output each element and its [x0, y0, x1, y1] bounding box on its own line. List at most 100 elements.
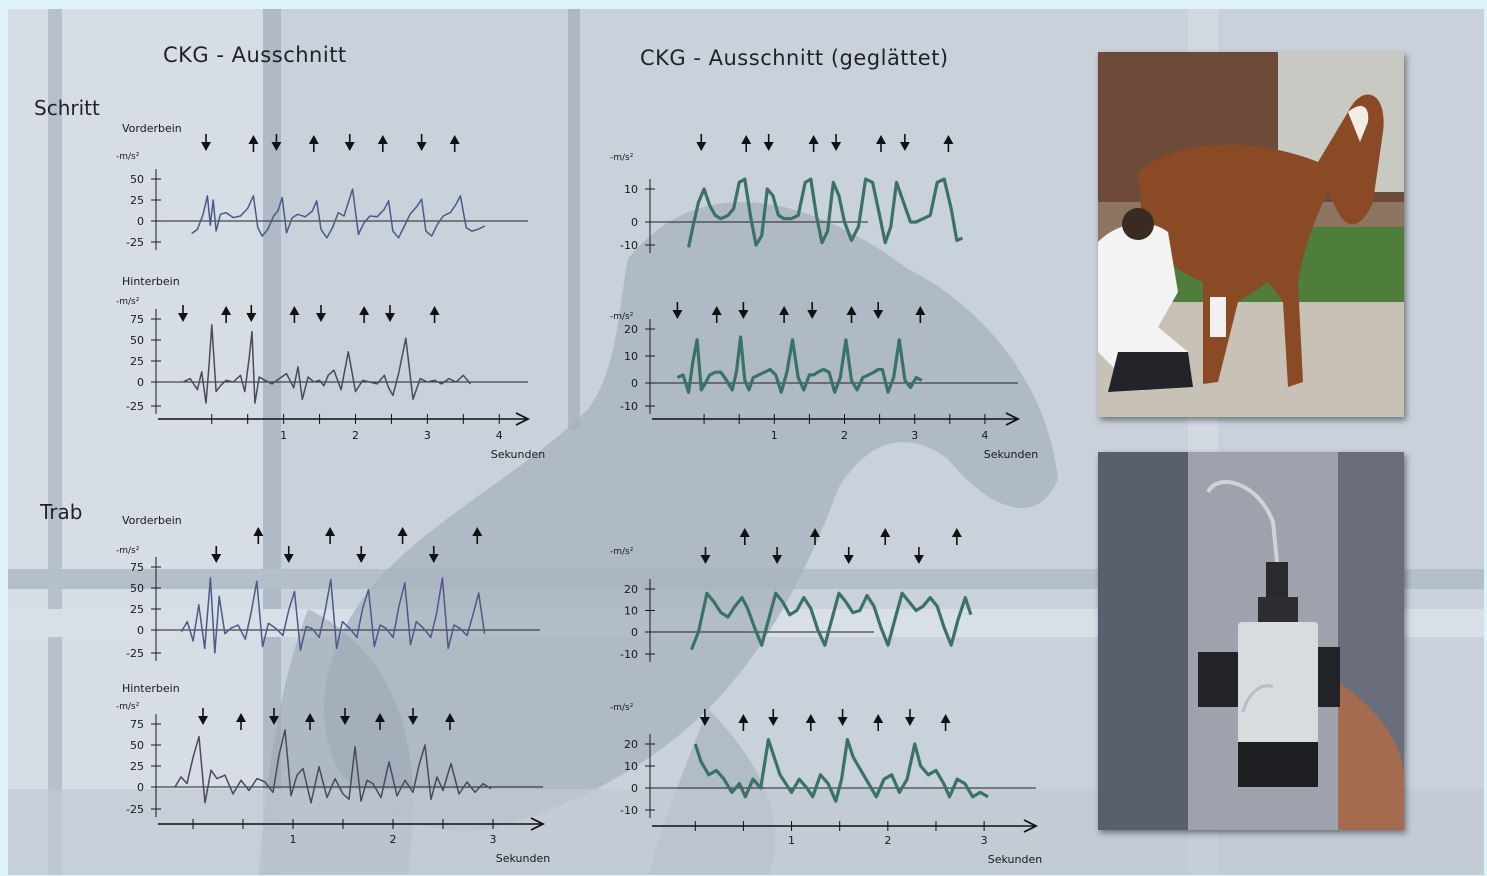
- up-arrow-trab-hinterbein-raw-0-head: [236, 713, 246, 722]
- y-tick-label-schritt-hinterbein-raw-1: 50: [130, 334, 144, 347]
- down-arrow-schritt-hinterbein-raw-2-head: [316, 313, 326, 322]
- up-arrow-trab-hinterbein-raw-1: [305, 713, 315, 730]
- up-arrow-schritt-vorderbein-raw-3: [449, 135, 460, 152]
- down-arrow-trab-hinterbein-raw-2-head: [340, 716, 350, 725]
- up-arrow-schritt-vorderbein-smooth-2-head: [876, 135, 887, 144]
- down-arrow-trab-hinterbein-smooth-3: [904, 709, 915, 726]
- up-arrow-schritt-vorderbein-smooth-0-head: [741, 135, 752, 144]
- up-arrow-schritt-hinterbein-raw-2: [359, 306, 370, 323]
- down-arrow-trab-hinterbein-smooth-0: [699, 709, 710, 726]
- down-arrow-schritt-hinterbein-smooth-3: [873, 302, 884, 319]
- up-arrow-trab-hinterbein-smooth-1-head: [805, 714, 816, 723]
- x-tick-label-trab-hinterbein-raw-1: 2: [390, 833, 397, 846]
- x-tick-label-schritt-hinterbein-smooth-3: 4: [981, 429, 988, 442]
- y-tick-label-trab-vorderbein-smooth-3: -10: [620, 648, 638, 661]
- x-tick-label-schritt-hinterbein-smooth-1: 2: [841, 429, 848, 442]
- y-tick-label-trab-vorderbein-smooth-0: 20: [624, 583, 638, 596]
- signal-line-schritt-vorderbein-smooth: [687, 177, 964, 248]
- series-label-trab-hinterbein-raw: Hinterbein: [122, 682, 180, 695]
- down-arrow-trab-hinterbein-smooth-3-head: [904, 717, 915, 726]
- signal-line-schritt-hinterbein-raw: [182, 324, 472, 404]
- y-tick-label-schritt-hinterbein-smooth-2: 0: [631, 377, 638, 390]
- x-tick-label-schritt-hinterbein-raw-0: 1: [280, 429, 287, 442]
- y-tick-label-trab-hinterbein-smooth-1: 10: [624, 760, 638, 773]
- down-arrow-trab-vorderbein-smooth-1: [772, 547, 783, 564]
- sensor-photo-drawing: [1098, 452, 1404, 830]
- up-arrow-schritt-vorderbein-raw-0: [248, 135, 259, 152]
- down-arrow-schritt-vorderbein-raw-3: [416, 134, 427, 151]
- up-arrow-trab-vorderbein-smooth-3: [951, 528, 962, 545]
- down-arrow-schritt-hinterbein-smooth-1-head: [738, 310, 749, 319]
- up-arrow-schritt-hinterbein-smooth-0-head: [711, 306, 722, 315]
- down-arrow-schritt-hinterbein-smooth-1: [738, 302, 749, 319]
- y-tick-label-schritt-hinterbein-raw-4: -25: [126, 400, 144, 413]
- signal-line-trab-hinterbein-raw: [174, 729, 492, 804]
- down-arrow-trab-vorderbein-smooth-3: [913, 547, 924, 564]
- y-tick-label-schritt-vorderbein-raw-3: -25: [126, 236, 144, 249]
- up-arrow-schritt-hinterbein-smooth-0: [711, 306, 722, 323]
- up-arrow-trab-vorderbein-raw-1: [325, 527, 336, 544]
- down-arrow-trab-vorderbein-raw-3-head: [428, 554, 439, 563]
- y-tick-label-trab-vorderbein-smooth-2: 0: [631, 626, 638, 639]
- signal-line-schritt-vorderbein-raw: [191, 188, 486, 239]
- up-arrow-trab-vorderbein-smooth-3-head: [951, 528, 962, 537]
- up-arrow-schritt-hinterbein-smooth-3-head: [915, 306, 926, 315]
- xlabel-schritt-hinterbein-smooth: Sekunden: [984, 448, 1038, 461]
- time-axis-arrowhead-schritt-hinterbein-raw: [515, 412, 531, 426]
- down-arrow-schritt-hinterbein-raw-3: [385, 305, 395, 322]
- horse-photo-drawing: [1098, 52, 1404, 417]
- up-arrow-trab-hinterbein-smooth-2: [873, 714, 884, 731]
- down-arrow-trab-hinterbein-raw-2: [340, 708, 350, 725]
- down-arrow-trab-hinterbein-raw-3-head: [408, 716, 418, 725]
- y-tick-label-schritt-hinterbein-raw-2: 25: [130, 355, 144, 368]
- xlabel-trab-hinterbein-smooth: Sekunden: [988, 853, 1042, 866]
- down-arrow-trab-hinterbein-smooth-1-head: [768, 717, 779, 726]
- title-raw: CKG - Ausschnitt: [163, 43, 347, 67]
- y-tick-label-trab-vorderbein-smooth-1: 10: [624, 605, 638, 618]
- ylabel-trab-vorderbein-raw: -m/s²: [116, 546, 140, 556]
- down-arrow-trab-vorderbein-raw-1: [283, 546, 294, 563]
- up-arrow-trab-vorderbein-raw-2: [397, 527, 408, 544]
- x-tick-label-trab-hinterbein-raw-0: 1: [290, 833, 297, 846]
- down-arrow-trab-hinterbein-raw-1: [269, 708, 279, 725]
- up-arrow-trab-vorderbein-raw-3: [472, 527, 483, 544]
- x-tick-label-schritt-hinterbein-raw-1: 2: [352, 429, 359, 442]
- up-arrow-schritt-hinterbein-smooth-1-head: [779, 306, 790, 315]
- ylabel-trab-hinterbein-smooth: -m/s²: [610, 703, 634, 713]
- ckg-plots: Vorderbein-m/s²50250-25Hinterbein-m/s²75…: [116, 122, 1042, 866]
- y-tick-label-schritt-hinterbein-raw-3: 0: [137, 376, 144, 389]
- down-arrow-trab-hinterbein-smooth-2: [837, 709, 848, 726]
- x-tick-label-trab-hinterbein-raw-2: 3: [490, 833, 497, 846]
- up-arrow-trab-vorderbein-raw-2-head: [397, 527, 408, 536]
- up-arrow-schritt-vorderbein-smooth-2: [876, 135, 887, 152]
- down-arrow-trab-hinterbein-smooth-0-head: [699, 717, 710, 726]
- up-arrow-schritt-hinterbein-smooth-3: [915, 306, 926, 323]
- up-arrow-trab-hinterbein-raw-3: [445, 713, 455, 730]
- panel-trab-hinterbein-raw: Hinterbein -m/s² 75 50 25 0 -25 1 2 3 Sekunden: [116, 682, 550, 865]
- y-tick-label-trab-hinterbein-raw-2: 25: [130, 760, 144, 773]
- x-tick-label-trab-hinterbein-smooth-1: 2: [884, 834, 891, 847]
- signal-line-trab-vorderbein-raw: [180, 577, 486, 654]
- up-arrow-schritt-hinterbein-raw-2-head: [359, 306, 370, 315]
- up-arrow-schritt-hinterbein-smooth-1: [779, 306, 790, 323]
- up-arrow-schritt-vorderbein-raw-3-head: [449, 135, 460, 144]
- down-arrow-trab-vorderbein-smooth-0: [700, 547, 711, 564]
- y-tick-label-schritt-hinterbein-smooth-3: -10: [620, 400, 638, 413]
- down-arrow-trab-hinterbein-smooth-2-head: [837, 717, 848, 726]
- ylabel-schritt-hinterbein-smooth: -m/s²: [610, 312, 634, 322]
- y-tick-label-schritt-vorderbein-smooth-2: -10: [620, 239, 638, 252]
- down-arrow-schritt-hinterbein-raw-3-head: [385, 313, 395, 322]
- up-arrow-schritt-hinterbein-raw-1-head: [289, 306, 300, 315]
- sensor-on-leg-photo: [1098, 452, 1404, 830]
- down-arrow-schritt-hinterbein-smooth-0: [672, 302, 683, 319]
- y-tick-label-schritt-vorderbein-smooth-1: 0: [631, 216, 638, 229]
- panel-schritt-vorderbein-raw: Vorderbein -m/s² 50 25 0 -25: [116, 122, 528, 250]
- down-arrow-schritt-vorderbein-smooth-1: [763, 134, 774, 151]
- y-tick-label-schritt-hinterbein-smooth-0: 20: [624, 323, 638, 336]
- y-tick-label-trab-hinterbein-raw-3: 0: [137, 781, 144, 794]
- time-axis-arrowhead-schritt-hinterbein-smooth: [1005, 412, 1021, 426]
- x-tick-label-schritt-hinterbein-raw-3: 4: [496, 429, 503, 442]
- down-arrow-schritt-vorderbein-smooth-0-head: [696, 142, 707, 151]
- down-arrow-trab-vorderbein-smooth-3-head: [913, 555, 924, 564]
- up-arrow-trab-vorderbein-smooth-2-head: [880, 528, 891, 537]
